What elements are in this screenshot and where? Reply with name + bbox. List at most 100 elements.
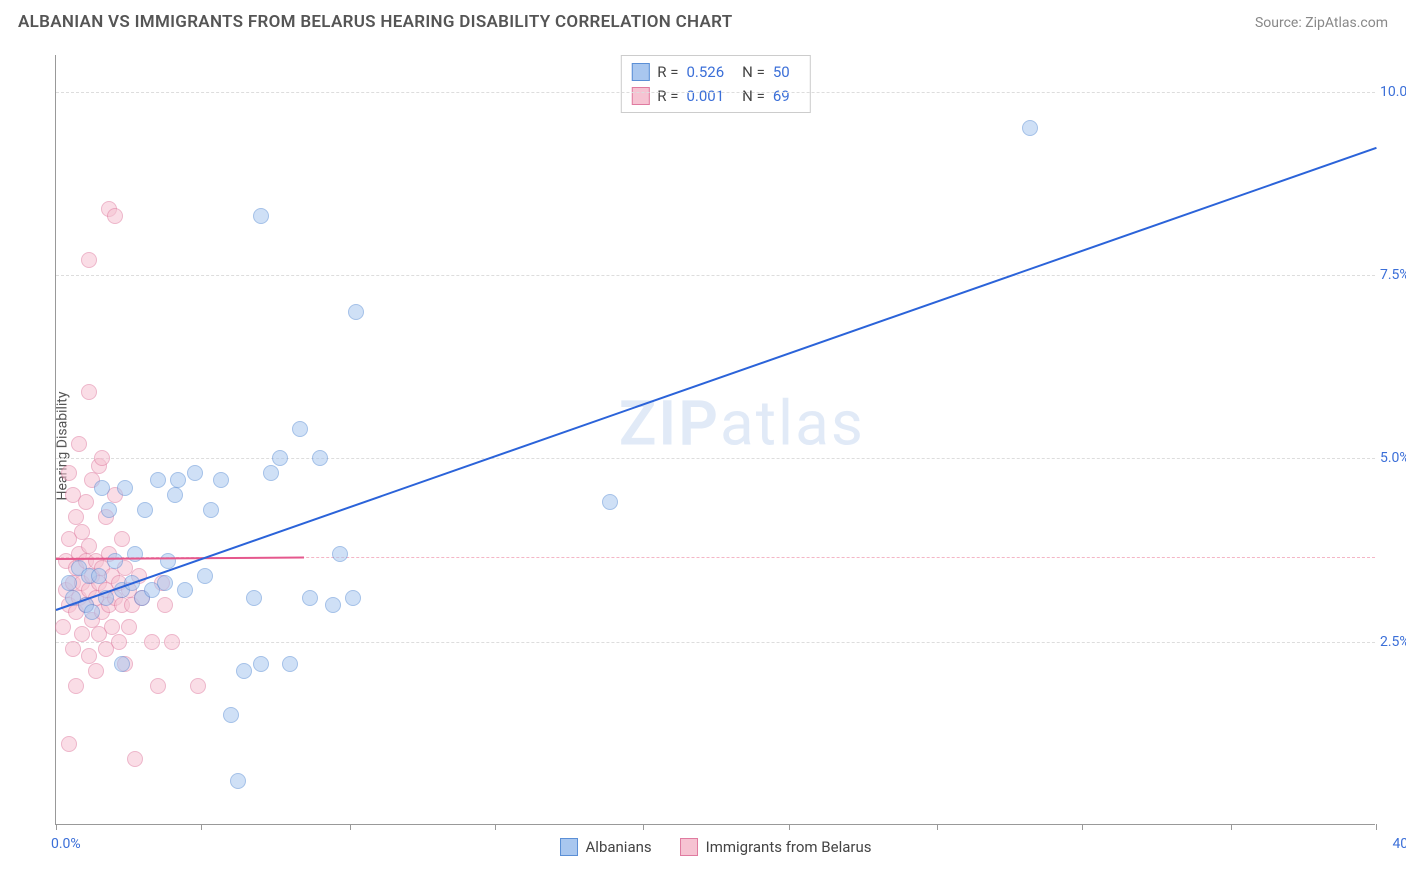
data-point-albanians — [157, 575, 173, 591]
data-point-albanians — [253, 656, 269, 672]
data-point-belarus — [88, 663, 104, 679]
trend-line-belarus — [56, 557, 304, 560]
data-point-belarus — [81, 252, 97, 268]
data-point-belarus — [157, 597, 173, 613]
data-point-albanians — [213, 472, 229, 488]
data-point-albanians — [282, 656, 298, 672]
data-point-albanians — [246, 590, 262, 606]
source-attribution: Source: ZipAtlas.com — [1255, 12, 1388, 31]
swatch-belarus — [680, 838, 698, 856]
gridline-h — [56, 642, 1375, 643]
data-point-albanians — [170, 472, 186, 488]
data-point-albanians — [203, 502, 219, 518]
data-point-belarus — [74, 626, 90, 642]
data-point-albanians — [292, 421, 308, 437]
r-label: R = — [657, 60, 678, 84]
data-point-belarus — [127, 751, 143, 767]
data-point-albanians — [91, 568, 107, 584]
data-point-belarus — [144, 634, 160, 650]
data-point-albanians — [187, 465, 203, 481]
data-point-belarus — [78, 494, 94, 510]
n-label: N = — [742, 84, 765, 108]
data-point-albanians — [325, 597, 341, 613]
xtick — [350, 824, 351, 830]
data-point-belarus — [121, 619, 137, 635]
data-point-belarus — [68, 678, 84, 694]
n-label: N = — [742, 60, 765, 84]
ytick-label: 10.0% — [1380, 84, 1406, 100]
xtick — [1376, 824, 1377, 830]
data-point-albanians — [101, 502, 117, 518]
swatch-albanians — [631, 63, 649, 81]
data-point-albanians — [230, 773, 246, 789]
gridline-h — [56, 92, 1375, 93]
data-point-belarus — [114, 531, 130, 547]
legend-item-albanians: Albanians — [560, 838, 652, 856]
data-point-albanians — [197, 568, 213, 584]
xtick — [1231, 824, 1232, 830]
legend-label-belarus: Immigrants from Belarus — [706, 838, 872, 856]
xtick — [201, 824, 202, 830]
data-point-albanians — [150, 472, 166, 488]
ytick-label: 2.5% — [1380, 634, 1406, 650]
source-name: ZipAtlas.com — [1305, 15, 1388, 31]
data-point-belarus — [164, 634, 180, 650]
ytick-label: 7.5% — [1380, 267, 1406, 283]
data-point-albanians — [332, 546, 348, 562]
r-value-belarus: 0.001 — [686, 84, 724, 108]
data-point-belarus — [104, 619, 120, 635]
n-value-albanians: 50 — [773, 60, 790, 84]
data-point-albanians — [253, 208, 269, 224]
r-label: R = — [657, 84, 678, 108]
stats-row-belarus: R = 0.001 N = 69 — [631, 84, 799, 108]
data-point-belarus — [81, 538, 97, 554]
data-point-albanians — [345, 590, 361, 606]
data-point-belarus — [68, 509, 84, 525]
chart-title: ALBANIAN VS IMMIGRANTS FROM BELARUS HEAR… — [18, 12, 732, 32]
legend-item-belarus: Immigrants from Belarus — [680, 838, 872, 856]
gridline-h — [56, 458, 1375, 459]
stats-row-albanians: R = 0.526 N = 50 — [631, 60, 799, 84]
data-point-belarus — [81, 648, 97, 664]
data-point-albanians — [1022, 120, 1038, 136]
data-point-albanians — [263, 465, 279, 481]
stats-legend: R = 0.526 N = 50 R = 0.001 N = 69 — [620, 55, 810, 113]
data-point-belarus — [61, 465, 77, 481]
data-point-albanians — [302, 590, 318, 606]
r-value-albanians: 0.526 — [686, 60, 724, 84]
x-axis-start-label: 0.0% — [51, 836, 81, 852]
data-point-albanians — [84, 604, 100, 620]
plot-area: ZIPatlas R = 0.526 N = 50 R = 0.001 N = … — [55, 55, 1375, 825]
data-point-albanians — [272, 450, 288, 466]
data-point-albanians — [167, 487, 183, 503]
data-point-belarus — [71, 436, 87, 452]
data-point-belarus — [111, 634, 127, 650]
data-point-belarus — [74, 524, 90, 540]
data-point-belarus — [61, 736, 77, 752]
source-prefix: Source: — [1255, 15, 1305, 31]
data-point-albanians — [107, 553, 123, 569]
ytick-label: 5.0% — [1380, 450, 1406, 466]
data-point-albanians — [61, 575, 77, 591]
data-point-albanians — [602, 494, 618, 510]
gridline-h — [56, 275, 1375, 276]
xtick — [495, 824, 496, 830]
data-point-belarus — [107, 208, 123, 224]
data-point-albanians — [114, 656, 130, 672]
data-point-albanians — [312, 450, 328, 466]
data-point-belarus — [65, 641, 81, 657]
series-legend: Albanians Immigrants from Belarus — [560, 838, 872, 856]
xtick — [643, 824, 644, 830]
legend-label-albanians: Albanians — [586, 838, 652, 856]
xtick — [1082, 824, 1083, 830]
data-point-albanians — [94, 480, 110, 496]
xtick — [56, 824, 57, 830]
xtick — [937, 824, 938, 830]
data-point-belarus — [81, 384, 97, 400]
data-point-albanians — [177, 582, 193, 598]
data-point-belarus — [94, 450, 110, 466]
data-point-belarus — [55, 619, 71, 635]
data-point-albanians — [236, 663, 252, 679]
x-axis-end-label: 40.0% — [1392, 836, 1406, 852]
swatch-albanians — [560, 838, 578, 856]
